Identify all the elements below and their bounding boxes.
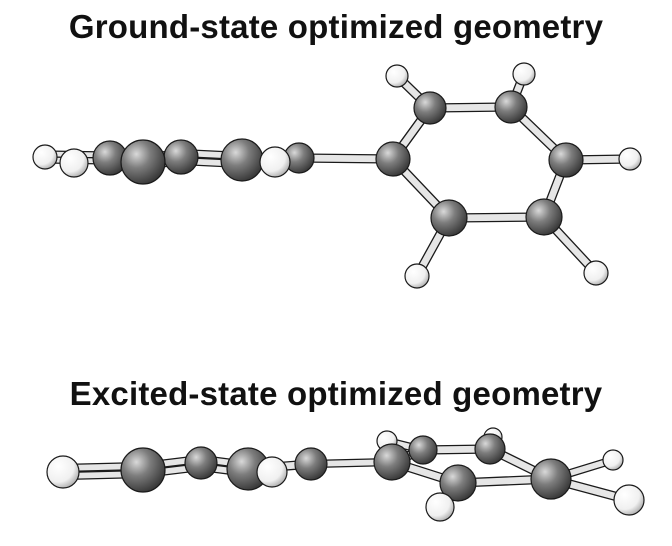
- carbon-atom-excited-11: [530, 458, 572, 500]
- hydrogen-atom-ground-14: [385, 64, 409, 88]
- excited-state-title: Excited-state optimized geometry: [69, 375, 603, 412]
- ground-state-title: Ground-state optimized geometry: [68, 8, 604, 45]
- carbon-atom-ground-11: [548, 142, 584, 178]
- carbon-atom-excited-12: [439, 464, 477, 502]
- carbon-atom-ground-10: [494, 90, 528, 124]
- hydrogen-atom-excited-4: [256, 456, 288, 488]
- carbon-atom-excited-1: [120, 447, 166, 493]
- hydrogen-atom-excited-14: [602, 449, 624, 471]
- hydrogen-atom-excited-15: [613, 484, 645, 516]
- hydrogen-atom-ground-0: [32, 144, 58, 170]
- carbon-atom-excited-7: [408, 435, 438, 465]
- carbon-atom-ground-3: [120, 139, 166, 185]
- hydrogen-atom-ground-17: [583, 260, 609, 286]
- hydrogen-atom-ground-1: [59, 148, 89, 178]
- hydrogen-atom-ground-15: [512, 62, 536, 86]
- carbon-atom-ground-5: [220, 138, 264, 182]
- hydrogen-atom-excited-13: [425, 492, 455, 522]
- excited-atoms: [46, 427, 645, 522]
- carbon-atom-ground-8: [375, 141, 411, 177]
- carbon-atom-excited-2: [184, 446, 218, 480]
- carbon-atom-excited-9: [474, 433, 506, 465]
- excited-state-molecule: [46, 427, 645, 522]
- carbon-atom-excited-6: [373, 443, 411, 481]
- hydrogen-atom-ground-6: [259, 146, 291, 178]
- carbon-atom-ground-12: [525, 198, 563, 236]
- carbon-atom-ground-9: [413, 91, 447, 125]
- ground-atoms: [32, 62, 642, 289]
- hydrogen-atom-excited-0: [46, 455, 80, 489]
- hydrogen-atom-ground-16: [618, 147, 642, 171]
- carbon-atom-ground-4: [163, 139, 199, 175]
- carbon-atom-ground-13: [430, 199, 468, 237]
- hydrogen-atom-ground-18: [404, 263, 430, 289]
- carbon-atom-excited-5: [294, 447, 328, 481]
- ground-state-molecule: [32, 62, 642, 289]
